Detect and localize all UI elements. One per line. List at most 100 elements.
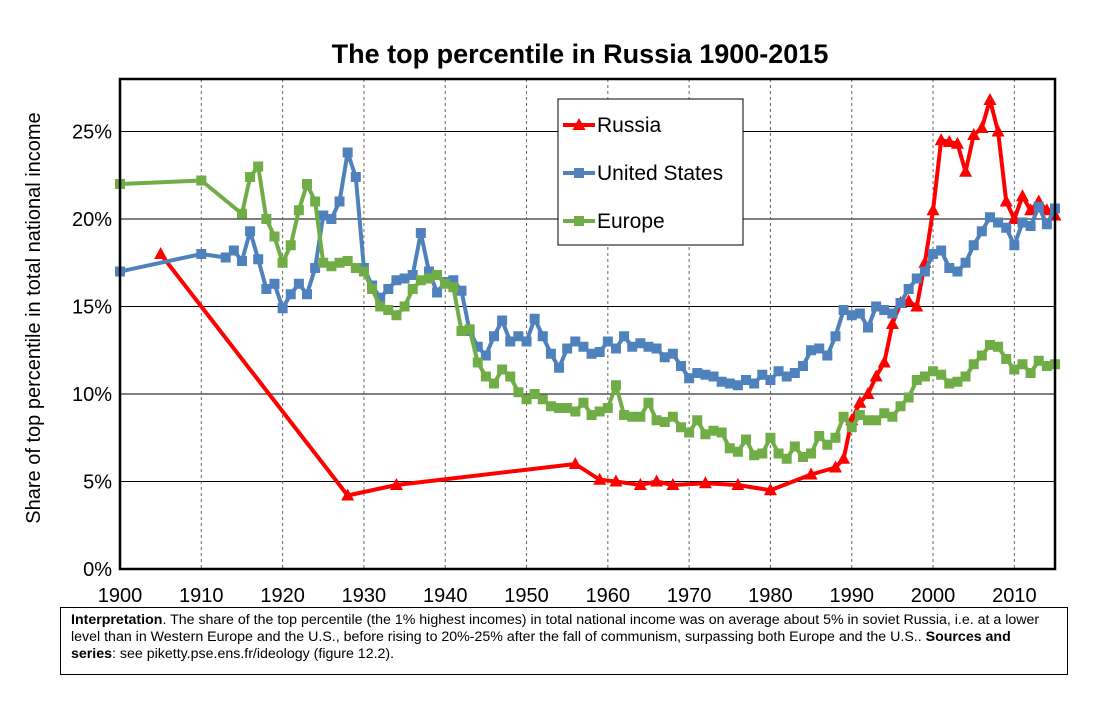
point-europe	[383, 305, 394, 315]
point-united-states	[529, 313, 540, 324]
interpretation-note: Interpretation. The share of the top per…	[60, 607, 1068, 675]
point-russia	[950, 136, 964, 149]
point-europe	[887, 411, 898, 422]
point-europe	[1009, 364, 1020, 375]
point-europe	[863, 415, 873, 426]
x-tick-label: 1990	[829, 585, 874, 607]
point-united-states	[602, 336, 613, 347]
point-russia	[853, 395, 867, 408]
sources-label: Sources and series	[71, 629, 1011, 662]
point-europe	[741, 434, 752, 445]
point-united-states	[545, 348, 556, 359]
y-tick-label: 15%	[72, 297, 112, 319]
point-united-states	[334, 196, 345, 207]
point-russia	[885, 317, 899, 329]
point-europe	[708, 425, 719, 436]
point-europe	[464, 324, 475, 335]
point-united-states	[643, 341, 654, 352]
point-united-states	[497, 315, 508, 326]
point-europe	[602, 403, 613, 413]
point-united-states	[863, 322, 873, 333]
point-russia	[731, 478, 745, 490]
point-russia	[934, 133, 948, 146]
point-united-states	[676, 361, 686, 371]
point-united-states	[277, 303, 288, 314]
point-united-states	[651, 343, 662, 354]
point-russia	[983, 93, 997, 105]
legend-marker-united-states	[574, 168, 584, 178]
interpretation-text: . The share of the top percentile (the 1…	[71, 612, 1040, 645]
point-europe	[293, 205, 304, 216]
point-united-states	[310, 263, 321, 273]
point-united-states	[253, 254, 264, 265]
point-united-states	[269, 278, 280, 289]
point-europe	[952, 376, 963, 387]
point-europe	[684, 427, 695, 438]
point-europe	[399, 301, 410, 312]
point-europe	[236, 208, 247, 219]
point-russia	[828, 460, 842, 473]
point-europe	[513, 387, 524, 398]
point-russia	[568, 457, 582, 469]
point-united-states	[375, 292, 386, 303]
point-russia	[959, 164, 973, 177]
legend-label-united-states: United States	[597, 162, 723, 185]
point-europe	[302, 179, 312, 189]
point-europe	[310, 196, 321, 207]
point-united-states	[220, 252, 231, 263]
y-tick-label: 20%	[72, 209, 112, 231]
legend-marker-russia	[572, 118, 586, 130]
point-europe	[984, 340, 995, 350]
point-europe	[367, 284, 378, 294]
point-united-states	[944, 263, 955, 273]
point-united-states	[659, 352, 670, 363]
point-europe	[960, 371, 971, 382]
point-united-states	[903, 284, 914, 294]
point-united-states	[871, 301, 882, 312]
point-united-states	[610, 343, 621, 354]
point-europe	[773, 448, 784, 459]
point-united-states	[806, 345, 817, 356]
point-europe	[911, 375, 922, 385]
point-europe	[1025, 368, 1036, 378]
point-united-states	[399, 273, 410, 284]
point-europe	[1001, 354, 1012, 364]
point-russia	[593, 472, 607, 485]
point-europe	[489, 378, 499, 389]
point-europe	[562, 403, 573, 413]
y-tick-label: 10%	[72, 384, 112, 406]
point-united-states	[976, 226, 987, 237]
point-russia	[389, 478, 403, 490]
point-united-states	[708, 371, 719, 382]
x-tick-label: 1980	[748, 585, 793, 607]
point-europe	[505, 371, 516, 382]
point-united-states	[285, 289, 296, 300]
point-russia	[926, 203, 940, 216]
point-united-states	[960, 257, 971, 268]
point-united-states	[968, 240, 979, 251]
y-tick-label: 5%	[83, 472, 112, 494]
point-europe	[334, 257, 345, 268]
point-united-states	[472, 341, 483, 352]
point-united-states	[432, 287, 443, 298]
x-tick-label: 1960	[586, 585, 631, 607]
point-united-states	[765, 375, 776, 385]
chart-title: The top percentile in Russia 1900-2015	[332, 39, 829, 69]
point-united-states	[423, 266, 434, 277]
point-united-states	[480, 350, 491, 361]
point-united-states	[448, 275, 459, 286]
point-united-states	[879, 305, 890, 315]
point-europe	[358, 266, 369, 277]
y-tick-label: 0%	[83, 559, 112, 581]
point-europe	[529, 389, 540, 399]
point-russia	[698, 476, 712, 489]
point-united-states	[1025, 221, 1036, 231]
point-europe	[554, 403, 565, 413]
interpretation-label: Interpretation	[71, 612, 163, 628]
point-europe	[277, 257, 288, 268]
point-united-states	[936, 245, 947, 256]
point-united-states	[456, 285, 467, 296]
point-united-states	[350, 172, 361, 182]
point-united-states	[415, 228, 426, 238]
y-tick-label: 25%	[72, 122, 112, 144]
